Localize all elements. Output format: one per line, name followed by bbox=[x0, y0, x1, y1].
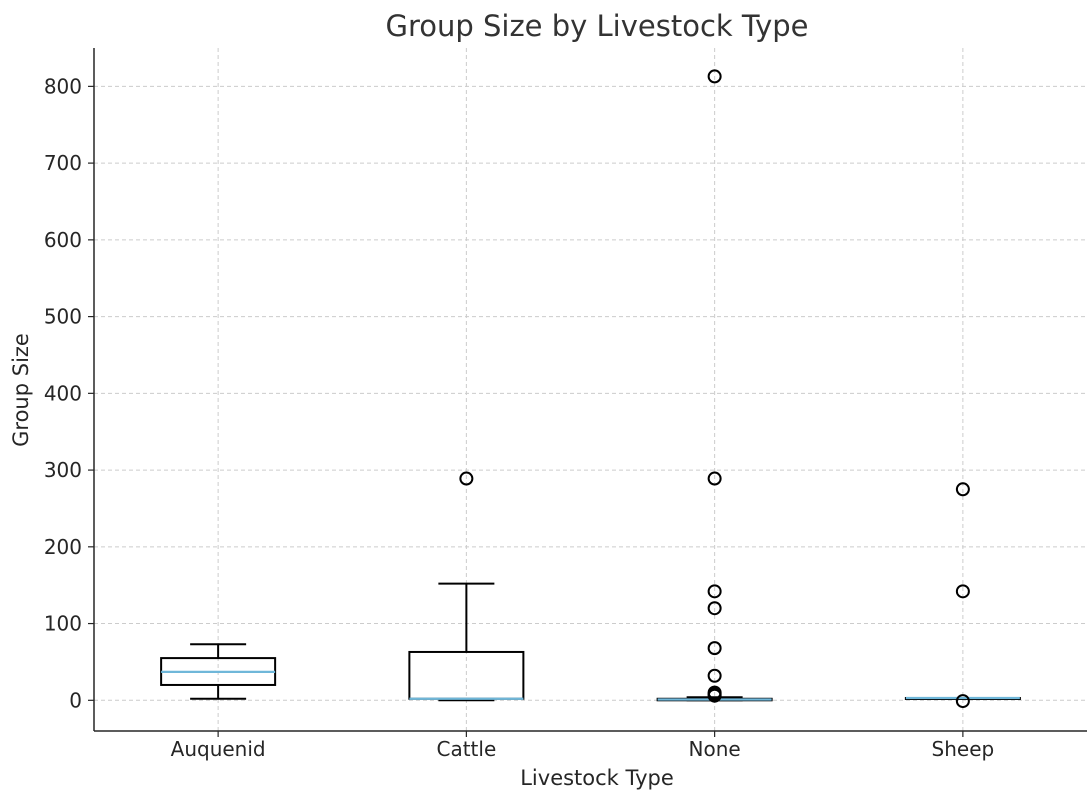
outlier-point bbox=[707, 471, 722, 486]
outlier-point bbox=[955, 694, 970, 709]
x-tick-label: None bbox=[689, 737, 741, 761]
x-tick-label: Cattle bbox=[436, 737, 496, 761]
box-group bbox=[904, 482, 1021, 709]
y-tick-label: 300 bbox=[44, 458, 82, 482]
y-tick-label: 100 bbox=[44, 612, 82, 636]
boxes-layer bbox=[160, 69, 1021, 709]
outlier-point bbox=[707, 69, 722, 84]
y-tick-label: 700 bbox=[44, 151, 82, 175]
box-group bbox=[408, 471, 525, 702]
outlier-point bbox=[459, 471, 474, 486]
y-tick-label: 0 bbox=[69, 688, 82, 712]
x-tick-label: Auquenid bbox=[171, 737, 266, 761]
outlier-point bbox=[707, 641, 722, 656]
outlier-point bbox=[707, 584, 722, 599]
x-axis-label: Livestock Type bbox=[520, 766, 674, 790]
y-tick-label: 400 bbox=[44, 381, 82, 405]
outlier-point bbox=[955, 482, 970, 497]
outlier-point bbox=[707, 668, 722, 683]
y-tick-label: 200 bbox=[44, 535, 82, 559]
outlier-point bbox=[955, 584, 970, 599]
box-group bbox=[160, 643, 277, 700]
y-axis-label: Group Size bbox=[9, 333, 33, 447]
grid-layer bbox=[94, 48, 1087, 731]
ticks-layer: 0 100 200 300 400 500 600 700 800 Auquenid Cattle N… bbox=[44, 74, 994, 761]
box-group bbox=[656, 69, 773, 703]
outlier-point bbox=[707, 688, 722, 703]
axes-layer bbox=[93, 48, 1087, 732]
chart-title: Group Size by Livestock Type bbox=[385, 9, 808, 43]
y-tick-label: 500 bbox=[44, 305, 82, 329]
x-tick-label: Sheep bbox=[932, 737, 995, 761]
y-tick-label: 600 bbox=[44, 228, 82, 252]
y-tick-label: 800 bbox=[44, 74, 82, 98]
outlier-point bbox=[707, 601, 722, 616]
